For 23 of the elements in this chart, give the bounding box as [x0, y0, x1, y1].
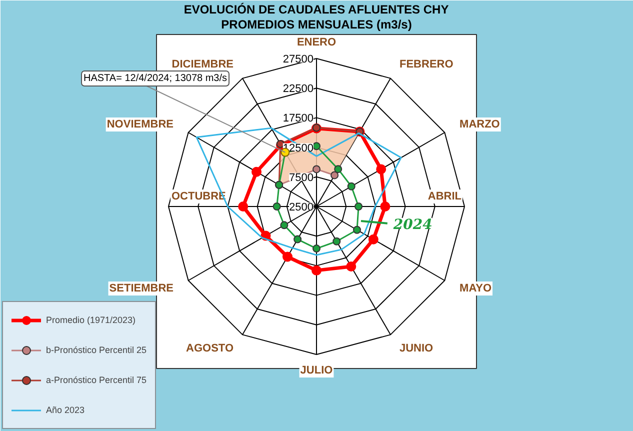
- y-tick-label: 7500: [289, 172, 314, 184]
- spoke-label: AGOSTO: [186, 342, 234, 355]
- spoke-label: JULIO: [300, 364, 334, 376]
- spoke-label: JUNIO: [400, 342, 434, 355]
- spoke-label: ABRIL: [428, 190, 462, 202]
- y-tick-label: 22500: [282, 83, 314, 96]
- legend-label: Promedio (1971/2023): [46, 315, 136, 325]
- spoke-label: DICIEMBRE: [172, 58, 234, 70]
- spoke-label: FEBRERO: [400, 58, 454, 70]
- y-tick-label: 17500: [282, 112, 314, 125]
- spoke-label: NOVIEMBRE: [106, 118, 174, 130]
- legend-label: Año 2023: [46, 405, 85, 415]
- legend-label: 2024: [392, 216, 432, 233]
- legend-label: b-Pronóstico Percentil 25: [46, 345, 147, 355]
- spoke-label: MARZO: [460, 118, 500, 130]
- y-tick-label: 27500: [282, 54, 314, 66]
- y-tick-label: 2500: [289, 202, 314, 214]
- spoke-label: SETIEMBRE: [109, 282, 174, 294]
- spoke-label: ENERO: [296, 36, 337, 48]
- spoke-label: MAYO: [460, 282, 492, 294]
- text: HASTA= 12/4/2024; 13078 m3/s: [84, 73, 228, 84]
- legend-label: a-Pronóstico Percentil 75: [46, 375, 147, 385]
- chart-title: EVOLUCIÓN DE CAUDALES AFLUENTES CHY PROMEDIOS MENSUALES (m3/s): [184, 2, 449, 32]
